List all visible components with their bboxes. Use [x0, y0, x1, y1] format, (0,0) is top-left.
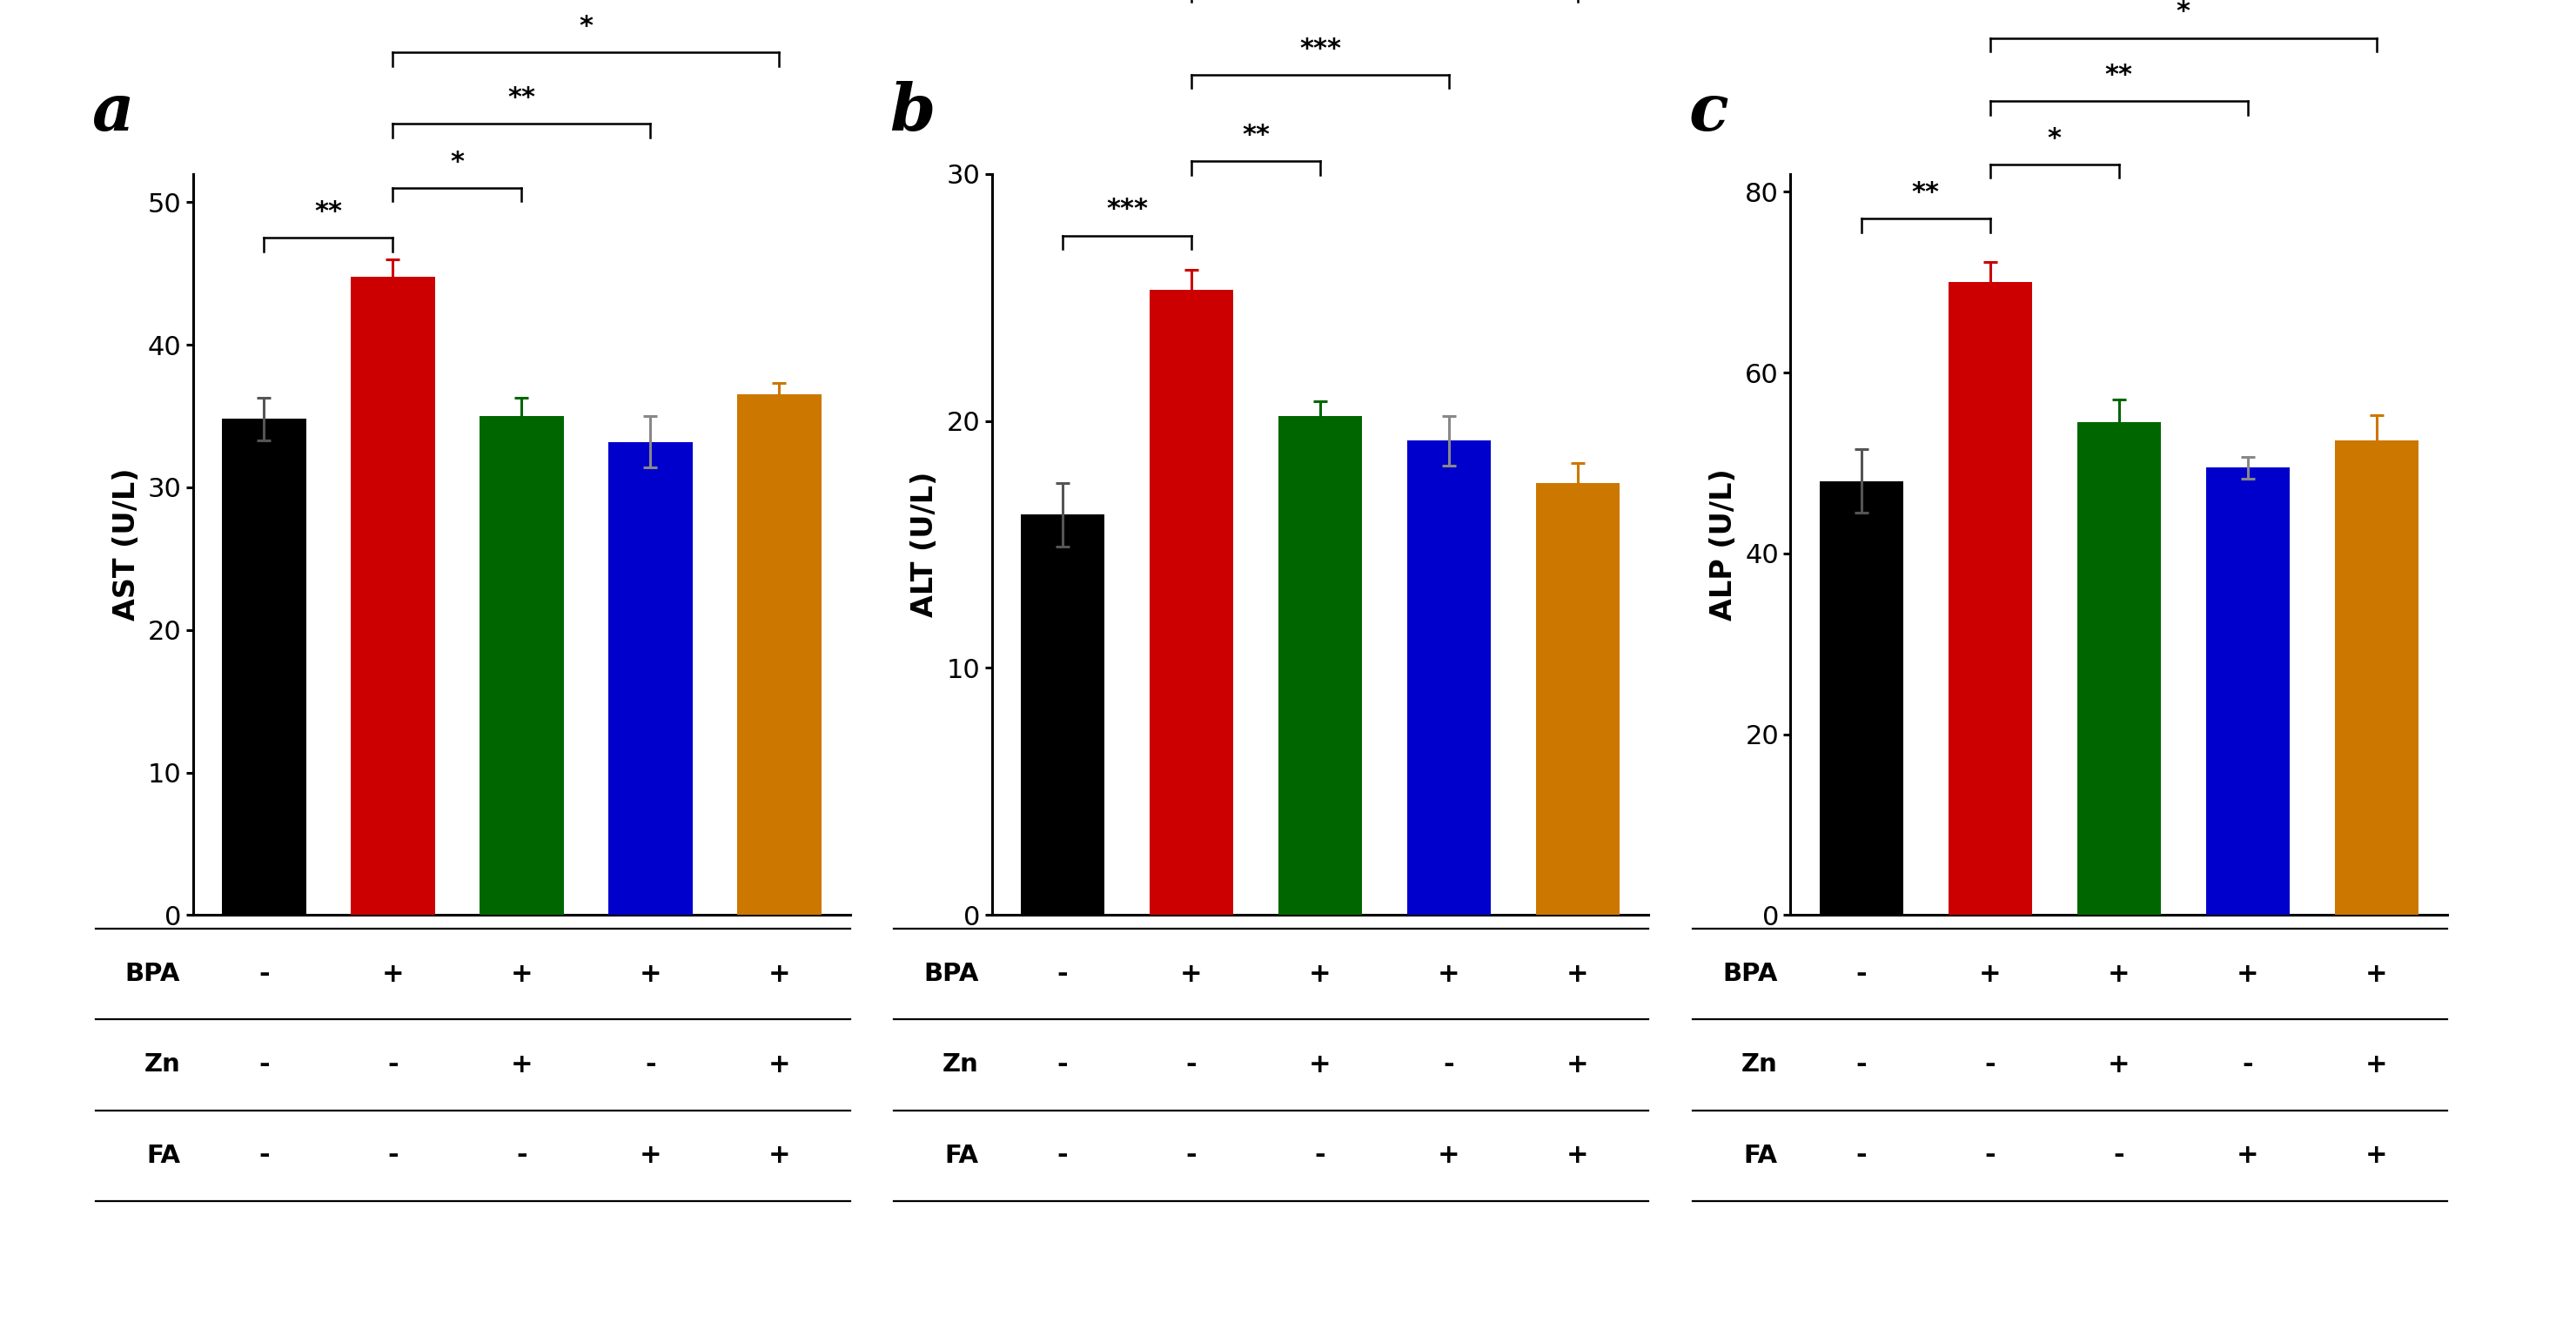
Text: -: -: [2241, 1053, 2254, 1077]
Text: +: +: [1437, 1144, 1461, 1168]
Text: +: +: [1309, 962, 1332, 986]
Text: -: -: [1056, 962, 1069, 986]
Text: +: +: [768, 962, 791, 986]
Text: +: +: [510, 1053, 533, 1077]
Text: *: *: [2177, 0, 2190, 24]
Text: +: +: [2365, 1144, 2388, 1168]
Text: -: -: [1185, 1144, 1198, 1168]
Text: -: -: [1443, 1053, 1455, 1077]
Text: -: -: [2112, 1144, 2125, 1168]
Text: FA: FA: [147, 1144, 180, 1168]
Text: BPA: BPA: [1723, 962, 1777, 986]
Text: c: c: [1687, 81, 1728, 144]
Bar: [1947, 282, 2032, 915]
Text: -: -: [258, 1144, 270, 1168]
Text: -: -: [1984, 1053, 1996, 1077]
Text: -: -: [1855, 1144, 1868, 1168]
Text: +: +: [1978, 962, 2002, 986]
Text: Zn: Zn: [144, 1053, 180, 1077]
Text: +: +: [1309, 1053, 1332, 1077]
Text: -: -: [1056, 1053, 1069, 1077]
Text: -: -: [258, 1053, 270, 1077]
Bar: [2076, 422, 2161, 915]
Text: +: +: [639, 1144, 662, 1168]
Text: -: -: [1984, 1144, 1996, 1168]
Text: BPA: BPA: [126, 962, 180, 986]
Bar: [1020, 514, 1105, 915]
Y-axis label: ALT (U/L): ALT (U/L): [909, 472, 940, 617]
Text: -: -: [1056, 1144, 1069, 1168]
Text: ***: ***: [1105, 196, 1149, 222]
Text: +: +: [2365, 962, 2388, 986]
Text: b: b: [889, 81, 935, 144]
Text: +: +: [1566, 1053, 1589, 1077]
Bar: [1535, 482, 1620, 915]
Text: **: **: [1911, 180, 1940, 206]
Text: ***: ***: [1298, 36, 1342, 61]
Text: FA: FA: [945, 1144, 979, 1168]
Text: +: +: [2236, 962, 2259, 986]
Text: -: -: [1314, 1144, 1327, 1168]
Text: *: *: [580, 13, 592, 39]
Text: +: +: [2365, 1053, 2388, 1077]
Bar: [222, 420, 307, 915]
Text: +: +: [1566, 1144, 1589, 1168]
Bar: [608, 442, 693, 915]
Text: **: **: [507, 86, 536, 111]
Text: -: -: [386, 1053, 399, 1077]
Text: -: -: [1855, 962, 1868, 986]
Text: -: -: [1855, 1053, 1868, 1077]
Text: -: -: [644, 1053, 657, 1077]
Text: +: +: [1566, 962, 1589, 986]
Text: -: -: [386, 1144, 399, 1168]
Text: *: *: [2048, 126, 2061, 151]
Text: +: +: [1437, 962, 1461, 986]
Text: Zn: Zn: [943, 1053, 979, 1077]
Y-axis label: ALP (U/L): ALP (U/L): [1708, 469, 1739, 620]
Text: **: **: [1242, 123, 1270, 148]
Text: **: **: [314, 199, 343, 224]
Text: Zn: Zn: [1741, 1053, 1777, 1077]
Text: +: +: [2107, 962, 2130, 986]
Bar: [1819, 481, 1904, 915]
Text: +: +: [510, 962, 533, 986]
Text: *: *: [451, 150, 464, 175]
Text: a: a: [90, 81, 134, 144]
Text: BPA: BPA: [925, 962, 979, 986]
Text: +: +: [2107, 1053, 2130, 1077]
Bar: [2205, 468, 2290, 915]
Text: -: -: [1185, 1053, 1198, 1077]
Bar: [737, 394, 822, 915]
Text: +: +: [1180, 962, 1203, 986]
Bar: [1278, 415, 1363, 915]
Text: FA: FA: [1744, 1144, 1777, 1168]
Text: **: **: [2105, 63, 2133, 88]
Text: +: +: [381, 962, 404, 986]
Bar: [479, 415, 564, 915]
Text: +: +: [768, 1053, 791, 1077]
Bar: [1149, 290, 1234, 915]
Text: +: +: [768, 1144, 791, 1168]
Text: +: +: [2236, 1144, 2259, 1168]
Text: +: +: [639, 962, 662, 986]
Y-axis label: AST (U/L): AST (U/L): [111, 468, 142, 621]
Bar: [1406, 441, 1492, 915]
Text: -: -: [258, 962, 270, 986]
Text: -: -: [515, 1144, 528, 1168]
Bar: [350, 277, 435, 915]
Bar: [2334, 441, 2419, 915]
